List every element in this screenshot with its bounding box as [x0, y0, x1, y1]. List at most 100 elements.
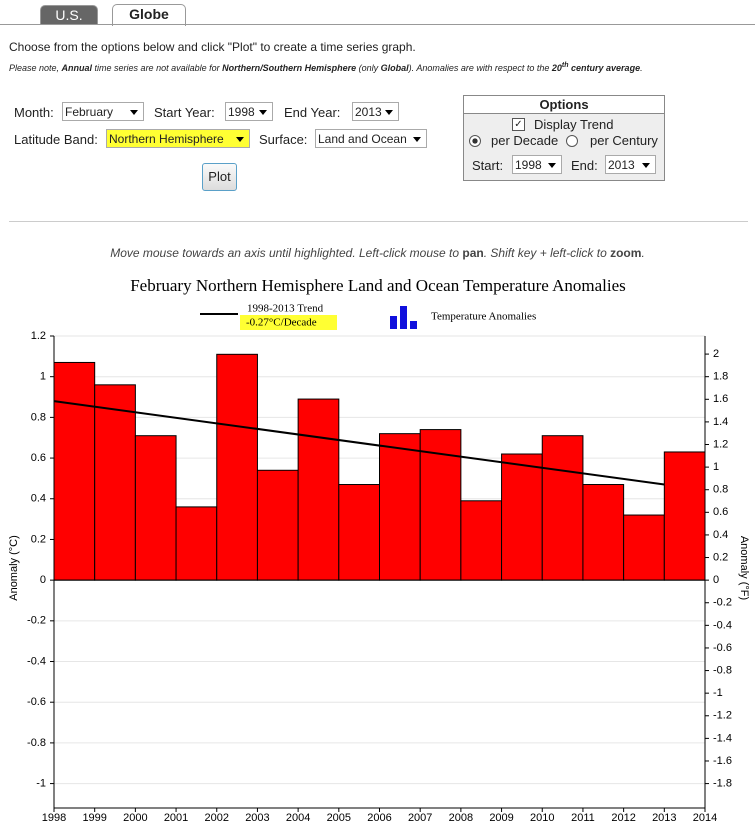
plot-button[interactable]: Plot	[202, 163, 237, 191]
x-tick-label: 2009	[489, 812, 513, 824]
y-tick-label: 0.2	[31, 533, 46, 545]
y-tick-label: 1	[40, 371, 46, 383]
x-tick-label: 1998	[42, 812, 66, 824]
legend-label: Temperature Anomalies	[431, 311, 536, 323]
hint-text: Move mouse towards an axis until highlig…	[110, 246, 463, 260]
x-tick-label: 2008	[449, 812, 473, 824]
radio[interactable]	[469, 135, 481, 147]
select[interactable]: Land and Ocean	[315, 129, 427, 148]
bar	[501, 453, 543, 581]
note-text: (only	[356, 63, 381, 73]
label: End:	[571, 158, 598, 173]
select[interactable]: 1998	[512, 155, 562, 174]
note-text: Northern/Southern Hemisphere	[222, 63, 357, 73]
bar	[623, 514, 665, 581]
y-tick-label: -0.4	[27, 655, 46, 667]
select[interactable]: Northern Hemisphere	[106, 129, 250, 148]
note-text: century average	[568, 63, 641, 73]
y2-tick-label: 0	[713, 574, 719, 586]
bar	[541, 435, 584, 581]
note-text: th	[561, 62, 569, 69]
x-tick-label: 2001	[164, 812, 188, 824]
bar	[419, 429, 462, 581]
legend-highlight	[240, 315, 337, 330]
chart-title: February Northern Hemisphere Land and Oc…	[130, 276, 626, 295]
x-tick-label: 2007	[408, 812, 432, 824]
legend-swatch	[400, 306, 407, 329]
y2-tick-label: -1.8	[713, 777, 732, 789]
legend-swatch	[390, 316, 397, 329]
x-tick-label: 2010	[530, 812, 554, 824]
y2-tick-label: 0.8	[713, 484, 728, 496]
y-tick-label: 0.6	[31, 452, 46, 464]
bar	[379, 433, 421, 581]
y-tick-label: -0.2	[27, 615, 46, 627]
y2-tick-label: 0.6	[713, 506, 728, 518]
note-text: .	[640, 63, 643, 73]
tab[interactable]: Globe	[112, 4, 186, 26]
x-tick-label: 2014	[693, 812, 717, 824]
x-tick-label: 2013	[652, 812, 676, 824]
bar	[53, 361, 96, 581]
y-axis-title: Anomaly (°C)	[8, 535, 20, 601]
x-tick-label: 2004	[286, 812, 310, 824]
hint: Move mouse towards an axis until highlig…	[0, 246, 755, 260]
y2-axis-title: Anomaly (°F)	[738, 536, 750, 600]
x-tick-label: 2011	[571, 812, 595, 824]
x-tick-label: 2006	[367, 812, 391, 824]
radio-label: per Century	[590, 133, 658, 148]
bar	[175, 506, 218, 581]
legend-rate: -0.27°C/Decade	[246, 317, 317, 329]
options-box: Options ✓ Display Trend per Decade per C…	[463, 95, 665, 181]
bar	[460, 500, 503, 581]
note-text: ). Anomalies are with respect to the	[408, 63, 552, 73]
bar	[216, 353, 258, 581]
note-text: Annual	[61, 63, 93, 73]
bar	[94, 384, 136, 581]
x-tick-label: 2012	[611, 812, 635, 824]
label: Start:	[472, 158, 504, 173]
x-tick-label: 1999	[82, 812, 106, 824]
legend-swatch	[410, 321, 417, 329]
bar	[256, 469, 299, 581]
select[interactable]: February	[62, 102, 144, 121]
trend-line	[53, 400, 665, 486]
label: Surface:	[259, 132, 308, 147]
select[interactable]: 2013	[605, 155, 656, 174]
note-text: Please note,	[9, 63, 62, 73]
radio-label: per Decade	[491, 133, 559, 148]
intro: Choose from the options below and click …	[9, 40, 416, 54]
y-tick-label: -0.8	[27, 737, 46, 749]
y2-tick-label: 1.2	[713, 438, 728, 450]
y2-tick-label: 0.4	[713, 529, 728, 541]
note-text: time series are not available for	[92, 63, 223, 73]
select[interactable]: 1998	[225, 102, 273, 121]
options-title: Options	[464, 96, 664, 114]
tab[interactable]: U.S.	[40, 5, 98, 25]
y2-tick-label: 1.6	[713, 393, 728, 405]
bar	[582, 484, 625, 581]
y-tick-label: -0.6	[27, 696, 46, 708]
radio[interactable]	[566, 135, 578, 147]
bar	[663, 451, 706, 581]
y2-tick-label: 0.2	[713, 551, 728, 563]
y2-tick-label: 2	[713, 348, 719, 360]
y2-tick-label: -1.2	[713, 710, 732, 722]
hint-text: . Shift key + left-click to	[483, 246, 611, 260]
checkbox[interactable]: ✓	[512, 118, 525, 131]
bar	[134, 435, 177, 581]
y-tick-label: 1.2	[31, 330, 46, 342]
y2-tick-label: 1.8	[713, 371, 728, 383]
y2-tick-label: -0.4	[713, 619, 732, 631]
y2-tick-label: 1	[713, 461, 719, 473]
label: Start Year:	[154, 105, 215, 120]
hint-text: .	[641, 246, 645, 260]
x-tick-label: 2005	[327, 812, 351, 824]
y2-tick-label: -0.6	[713, 642, 732, 654]
bar	[297, 398, 340, 581]
select[interactable]: 2013	[352, 102, 399, 121]
y2-tick-label: -1.4	[713, 732, 732, 744]
label: Month:	[14, 105, 54, 120]
x-tick-label: 2003	[245, 812, 269, 824]
